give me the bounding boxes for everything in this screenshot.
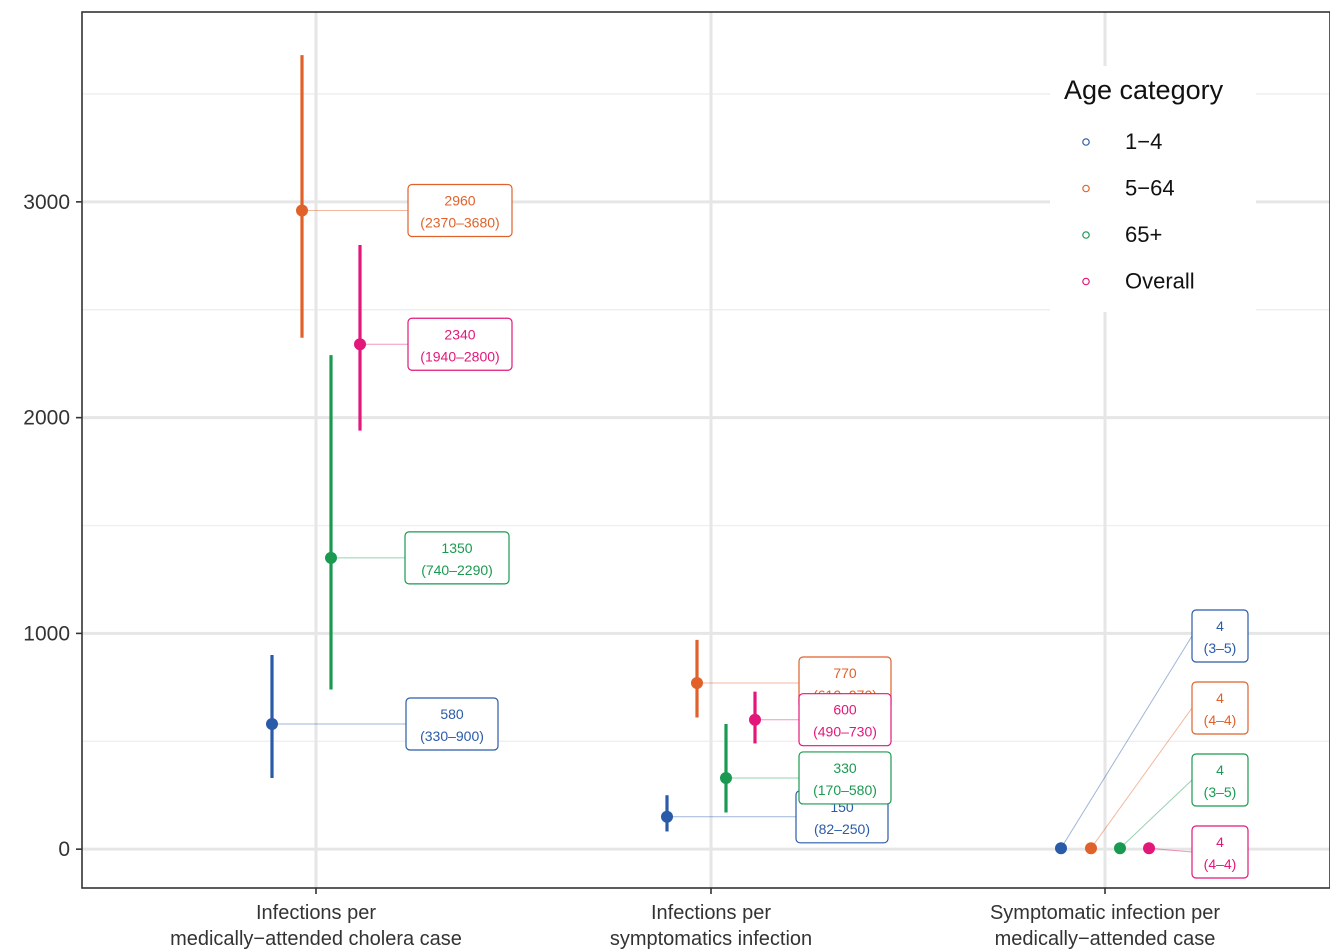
- data-label-value: 330: [833, 760, 857, 776]
- data-label-box: [798, 751, 892, 805]
- legend-entry-label: 1−4: [1125, 129, 1162, 154]
- data-label-ci: (3–5): [1204, 640, 1237, 656]
- data-label-value: 4: [1216, 618, 1224, 634]
- x-category-label-line1: Infections per: [256, 902, 376, 924]
- data-label-box: [1191, 681, 1249, 735]
- data-label-value: 1350: [441, 540, 472, 556]
- x-category-label-line2: medically−attended case: [995, 928, 1216, 950]
- data-label-ci: (490–730): [813, 724, 877, 740]
- data-point: [749, 713, 761, 726]
- data-label-ci: (3–5): [1204, 784, 1237, 800]
- data-point: [354, 338, 366, 351]
- legend-entry-label: Overall: [1125, 269, 1195, 294]
- data-label-value: 580: [440, 706, 464, 722]
- legend-items: 1−4 5−64 65+ Overall: [1082, 129, 1195, 294]
- data-point: [325, 551, 337, 564]
- data-label-box: [1191, 609, 1249, 663]
- x-category-label-line1: Infections per: [651, 902, 771, 924]
- mark-layer: [266, 55, 1155, 855]
- data-point: [661, 810, 673, 823]
- data-label-value: 2960: [444, 193, 475, 209]
- data-point: [1085, 842, 1097, 855]
- data-point: [1143, 842, 1155, 855]
- data-point: [296, 204, 308, 217]
- legend-key-icon: [1082, 184, 1090, 193]
- legend: Age category 1−4 5−64 65+ Overall: [1050, 66, 1256, 312]
- data-label-ci: (82–250): [814, 821, 870, 837]
- data-label-value: 600: [833, 702, 857, 718]
- axis-layer: 0 1000 2000 3000 Infections per medically−att…: [23, 191, 1220, 950]
- legend-background: [1050, 66, 1256, 312]
- data-label-value: 4: [1216, 762, 1224, 778]
- data-label-ci: (170–580): [813, 782, 877, 798]
- x-category-label-line1: Symptomatic infection per: [990, 902, 1220, 924]
- data-label-ci: (2370–3680): [420, 215, 499, 231]
- data-point: [266, 718, 278, 731]
- legend-key-icon: [1082, 138, 1090, 146]
- x-category-label-line2: medically−attended cholera case: [170, 928, 462, 950]
- legend-key-icon: [1082, 277, 1090, 286]
- data-label-ci: (330–900): [420, 728, 484, 744]
- data-label-box: [407, 317, 513, 371]
- label-connector: [1060, 635, 1193, 849]
- data-point: [691, 677, 703, 690]
- data-label-ci: (1940–2800): [420, 348, 499, 364]
- data-label-ci: (4–4): [1204, 856, 1237, 872]
- label-layer: 580(330–900)150(82–250)4(3–5)2960(2370–3…: [404, 183, 1249, 879]
- data-label-ci: (740–2290): [421, 562, 493, 578]
- panel-border: [81, 11, 1330, 889]
- data-label-value: 4: [1216, 834, 1224, 850]
- data-label-box: [1191, 825, 1249, 879]
- legend-key-icon: [1082, 231, 1090, 239]
- label-connector: [1148, 847, 1193, 853]
- data-label-value: 770: [833, 665, 857, 681]
- data-point: [1114, 842, 1126, 855]
- data-label-value: 4: [1216, 690, 1224, 706]
- x-category-label-line2: symptomatics infection: [610, 928, 812, 950]
- y-tick-label: 3000: [23, 191, 70, 214]
- y-tick-label: 2000: [23, 407, 70, 430]
- data-label-box: [407, 183, 513, 238]
- data-label-ci: (4–4): [1204, 712, 1237, 728]
- legend-entry-label: 5−64: [1125, 176, 1175, 201]
- data-label-box: [798, 693, 892, 747]
- y-tick-label: 1000: [23, 622, 70, 645]
- data-point: [1055, 842, 1067, 855]
- label-connector: [1090, 707, 1193, 849]
- data-label-value: 2340: [444, 326, 475, 342]
- data-label-box: [404, 531, 510, 585]
- data-point: [720, 771, 732, 784]
- label-connector: [1119, 779, 1193, 849]
- data-label-box: [1191, 753, 1249, 807]
- legend-entry-label: 65+: [1125, 222, 1162, 247]
- connector-layer: [272, 210, 1193, 853]
- legend-title: Age category: [1064, 75, 1224, 105]
- data-label-box: [405, 697, 499, 751]
- y-tick-label: 0: [58, 838, 70, 861]
